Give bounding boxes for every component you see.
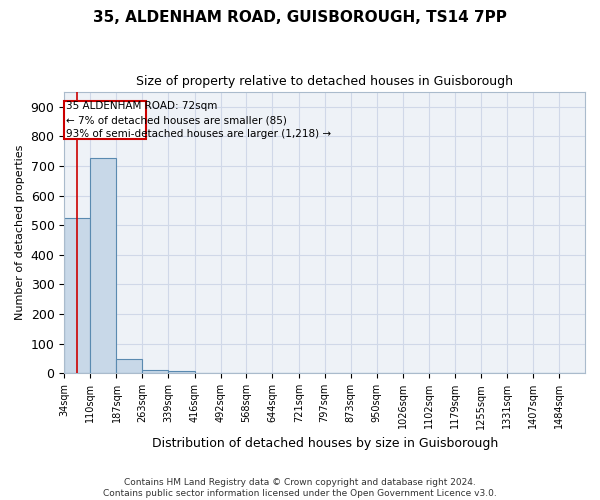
Bar <box>64 101 146 140</box>
Bar <box>169 371 194 374</box>
Y-axis label: Number of detached properties: Number of detached properties <box>15 145 25 320</box>
Bar <box>116 360 142 374</box>
Text: 35 ALDENHAM ROAD: 72sqm
← 7% of detached houses are smaller (85)
93% of semi-det: 35 ALDENHAM ROAD: 72sqm ← 7% of detached… <box>66 101 331 139</box>
X-axis label: Distribution of detached houses by size in Guisborough: Distribution of detached houses by size … <box>152 437 498 450</box>
Text: Contains HM Land Registry data © Crown copyright and database right 2024.
Contai: Contains HM Land Registry data © Crown c… <box>103 478 497 498</box>
Title: Size of property relative to detached houses in Guisborough: Size of property relative to detached ho… <box>136 75 513 88</box>
Bar <box>142 370 169 374</box>
Bar <box>64 218 90 374</box>
Bar <box>90 158 116 374</box>
Text: 35, ALDENHAM ROAD, GUISBOROUGH, TS14 7PP: 35, ALDENHAM ROAD, GUISBOROUGH, TS14 7PP <box>93 10 507 25</box>
